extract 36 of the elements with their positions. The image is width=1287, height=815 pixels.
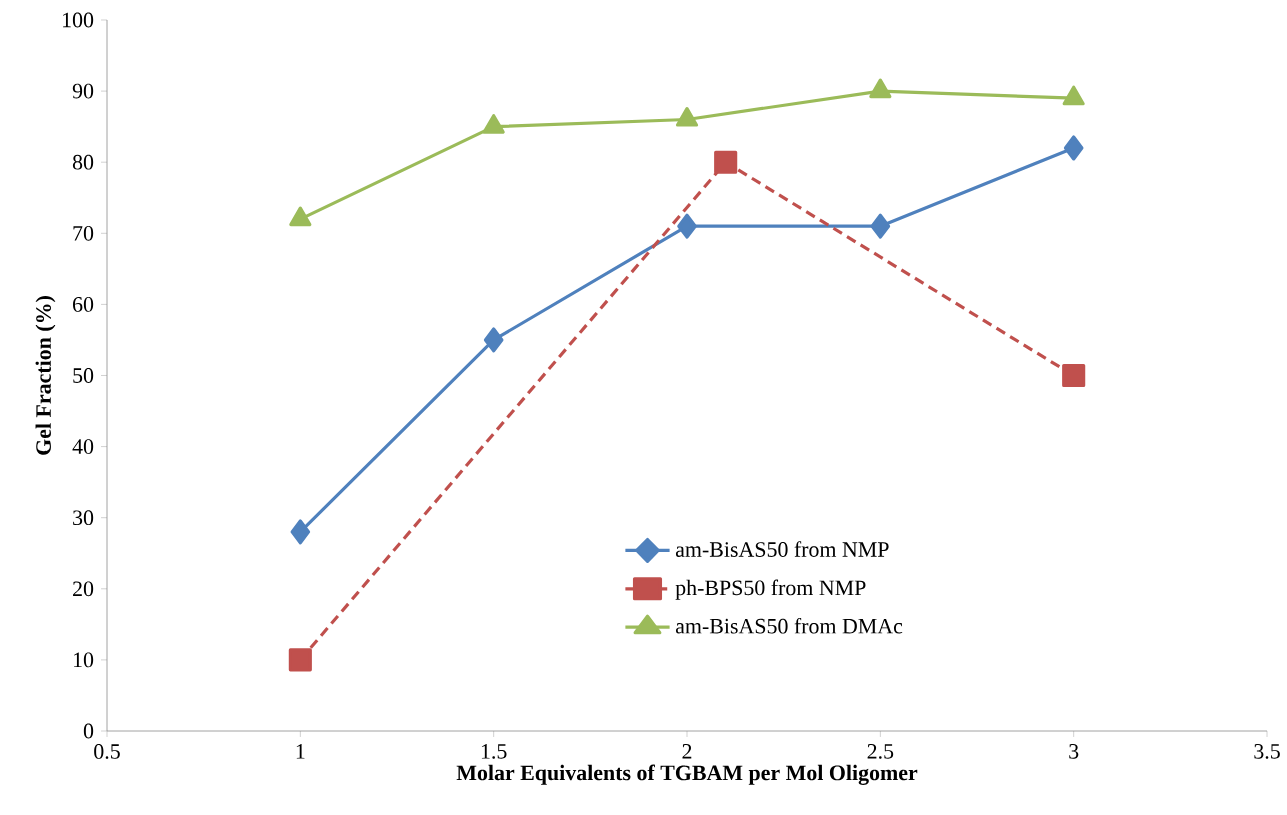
y-tick-label: 90 [72,83,94,99]
point [483,327,504,353]
point [290,519,311,545]
y-tick-label: 80 [72,154,94,170]
y-tick-label: 10 [74,652,94,668]
x-tick-label: 1.5 [481,744,507,759]
point [289,206,312,227]
x-tick-label: 3.5 [1254,744,1280,759]
y-tick-label: 50 [73,368,94,383]
point [869,78,892,99]
x-tick-label: 0.5 [94,744,120,759]
x-tick-label: 2.5 [867,744,894,759]
y-tick-label: 20 [73,581,94,597]
point [677,213,697,239]
point [1062,85,1085,106]
point [1063,135,1084,161]
y-tick-label: 30 [73,510,94,526]
legend-label: ph-BPS50 from NMP [675,579,866,600]
y-tick-label: 40 [72,439,94,454]
y-tick-label: 70 [73,225,94,241]
point [675,106,699,127]
point [870,213,891,239]
point [714,150,738,174]
point [288,648,312,672]
x-tick-label: 2 [682,744,692,759]
x-tick-label: 1 [296,744,305,759]
legend-label: am-BisAS50 from DMAc [675,617,903,634]
x-axis-title: Molar Equivalents of TGBAM per Mol Oligomer [456,764,918,785]
point [1062,363,1086,388]
legend-label: am-BisAS50 from NMP [675,541,889,557]
y-tick-label: 100 [63,12,94,28]
x-tick-label: 3 [1069,744,1079,759]
y-tick-label: 0 [83,723,94,739]
y-axis-title: Gel Fraction (%) [35,296,56,455]
point [482,114,505,134]
y-tick-label: 60 [73,297,94,312]
